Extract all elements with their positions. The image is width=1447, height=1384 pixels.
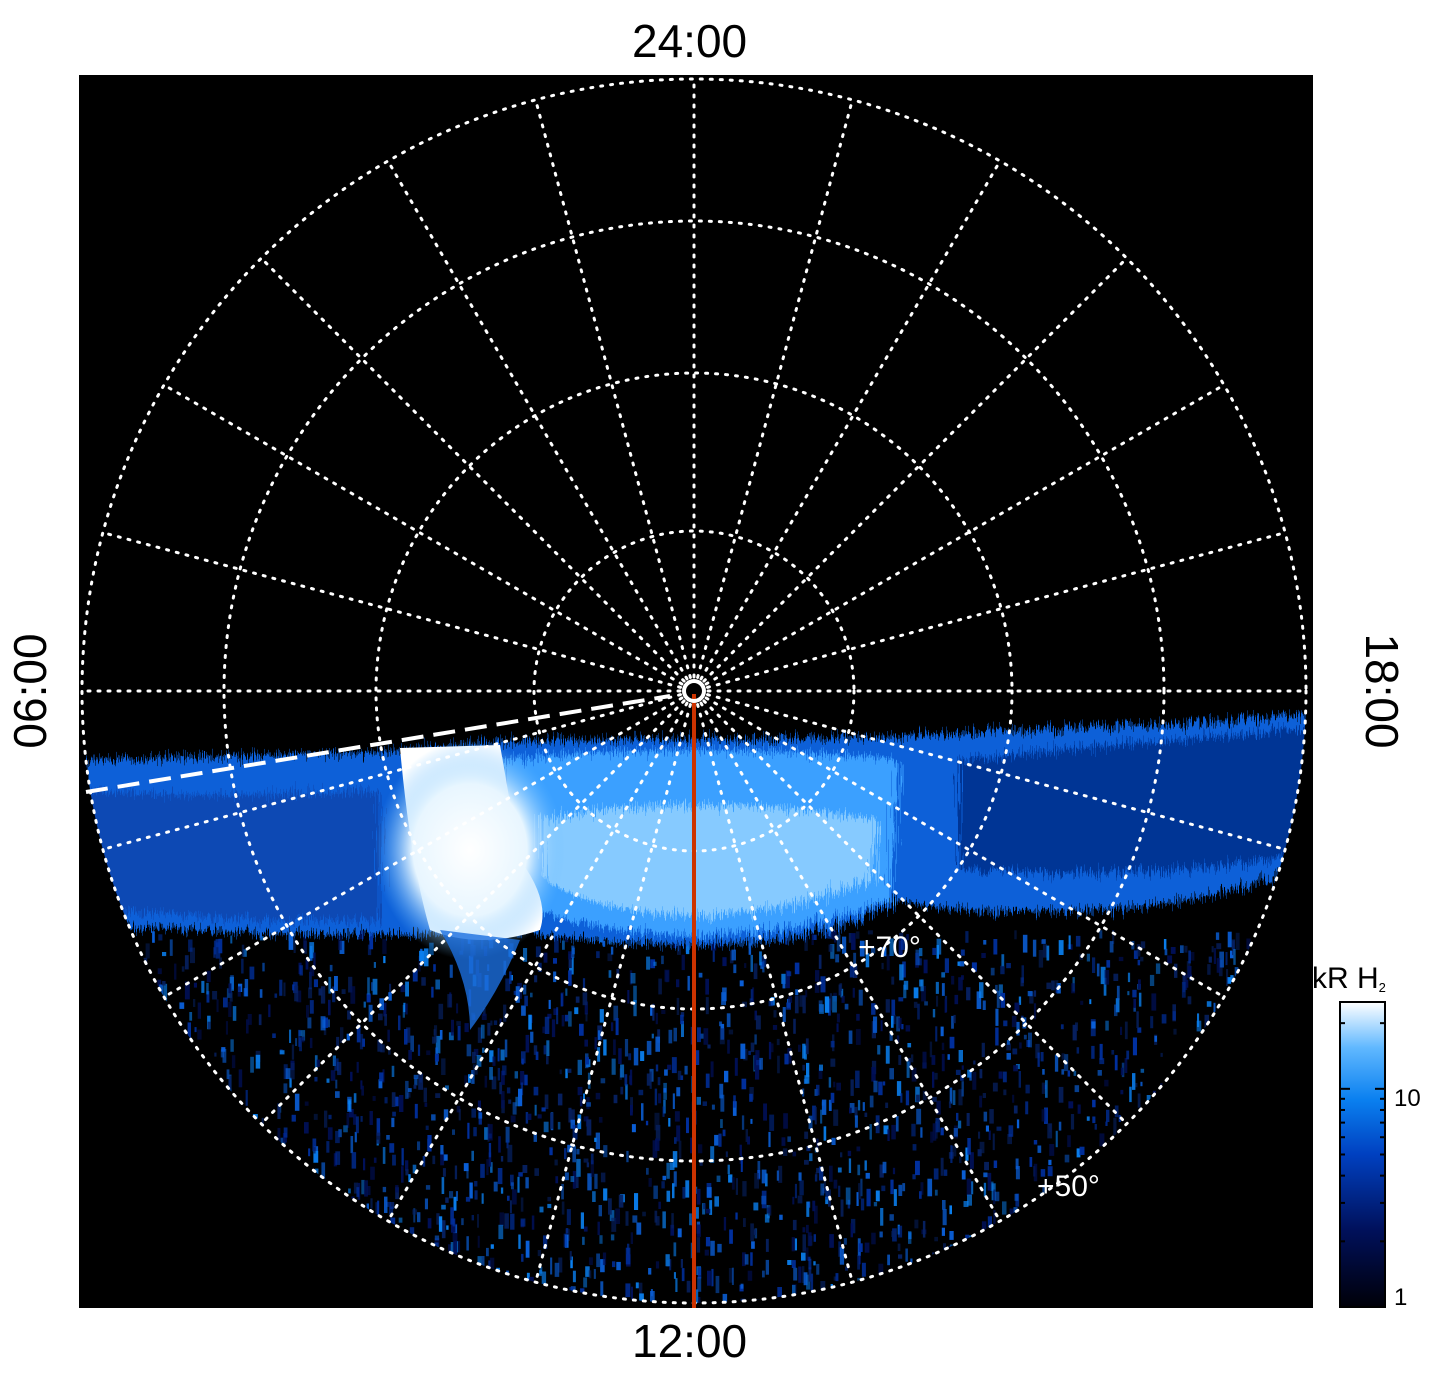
meridian-line — [259, 256, 686, 683]
time-label-bottom: 12:00 — [632, 1315, 748, 1367]
meridian-line — [534, 98, 692, 679]
meridian-line — [696, 703, 854, 1284]
pole-marker — [682, 679, 706, 703]
meridian-line — [706, 693, 1287, 851]
meridian-line — [702, 256, 1129, 683]
meridian-line — [696, 98, 854, 679]
colorbar-title-sub: 2 — [1378, 980, 1386, 995]
time-label-top: 24:00 — [632, 15, 748, 67]
meridian-line — [101, 531, 682, 689]
meridian-line — [386, 701, 689, 1223]
meridian-line — [259, 699, 686, 1126]
meridian-line — [702, 699, 1129, 1126]
meridian-line — [101, 693, 682, 851]
meridian-line — [704, 383, 1226, 686]
meridian-line — [386, 159, 689, 681]
time-label-right: 18:00 — [1356, 633, 1408, 749]
colorbar-tick-1: 1 — [1394, 1284, 1408, 1311]
meridian-grid — [80, 77, 1308, 1305]
meridian-line — [699, 159, 1002, 681]
time-label-left: 06:00 — [4, 633, 56, 749]
colorbar-tick-10: 10 — [1394, 1085, 1421, 1112]
meridian-line — [704, 696, 1226, 999]
latitude-label-50: +50° — [1037, 1170, 1100, 1203]
meridian-line — [534, 703, 692, 1284]
meridian-line — [162, 696, 684, 999]
meridian-line — [699, 701, 1002, 1223]
meridian-line — [162, 383, 684, 686]
colorbar-title: kR H2 — [1312, 962, 1386, 996]
colorbar-title-main: kR H — [1312, 962, 1379, 995]
terminator-dashed-line — [85, 694, 671, 794]
meridian-line — [706, 531, 1287, 689]
latitude-label-70: +70° — [858, 931, 921, 964]
colorbar — [1339, 1001, 1386, 1308]
